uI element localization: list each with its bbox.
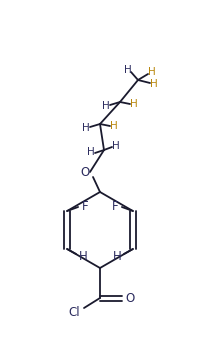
Text: H: H [79,251,88,263]
Text: H: H [87,147,95,157]
Text: H: H [110,121,118,131]
Text: H: H [102,101,110,111]
Text: F: F [82,200,88,212]
Text: H: H [148,67,156,77]
Text: O: O [125,292,135,305]
Text: H: H [124,65,132,75]
Text: H: H [113,251,121,263]
Text: H: H [112,141,120,151]
Text: O: O [80,166,90,178]
Text: F: F [112,200,118,212]
Text: H: H [82,123,90,133]
Text: Cl: Cl [68,306,80,318]
Text: H: H [130,99,138,109]
Text: H: H [150,79,158,89]
